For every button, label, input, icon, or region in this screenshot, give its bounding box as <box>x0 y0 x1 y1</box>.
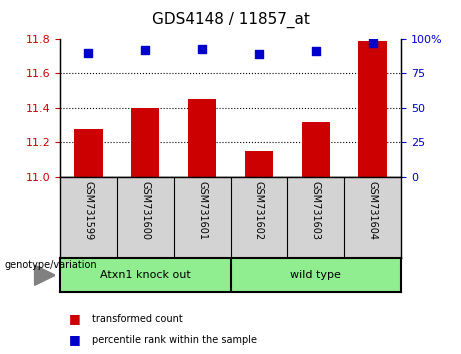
Text: Atxn1 knock out: Atxn1 knock out <box>100 270 190 280</box>
Text: GSM731600: GSM731600 <box>140 181 150 240</box>
Point <box>369 40 376 46</box>
Bar <box>358 41 387 177</box>
Text: percentile rank within the sample: percentile rank within the sample <box>92 335 257 345</box>
Point <box>85 50 92 56</box>
Text: ■: ■ <box>69 312 81 325</box>
Text: ■: ■ <box>69 333 81 346</box>
Text: GSM731604: GSM731604 <box>367 181 378 240</box>
Bar <box>131 108 160 177</box>
Point <box>142 47 149 53</box>
Point <box>255 51 263 57</box>
Point <box>312 48 319 54</box>
Bar <box>188 99 216 177</box>
Text: GSM731603: GSM731603 <box>311 181 321 240</box>
Bar <box>74 129 102 177</box>
Text: genotype/variation: genotype/variation <box>5 259 97 270</box>
Text: wild type: wild type <box>290 270 341 280</box>
Polygon shape <box>35 265 55 285</box>
Text: GSM731602: GSM731602 <box>254 181 264 240</box>
Bar <box>301 122 330 177</box>
Text: transformed count: transformed count <box>92 314 183 324</box>
Point <box>198 46 206 51</box>
Text: GDS4148 / 11857_at: GDS4148 / 11857_at <box>152 11 309 28</box>
Text: GSM731599: GSM731599 <box>83 181 94 240</box>
Bar <box>245 151 273 177</box>
Text: GSM731601: GSM731601 <box>197 181 207 240</box>
